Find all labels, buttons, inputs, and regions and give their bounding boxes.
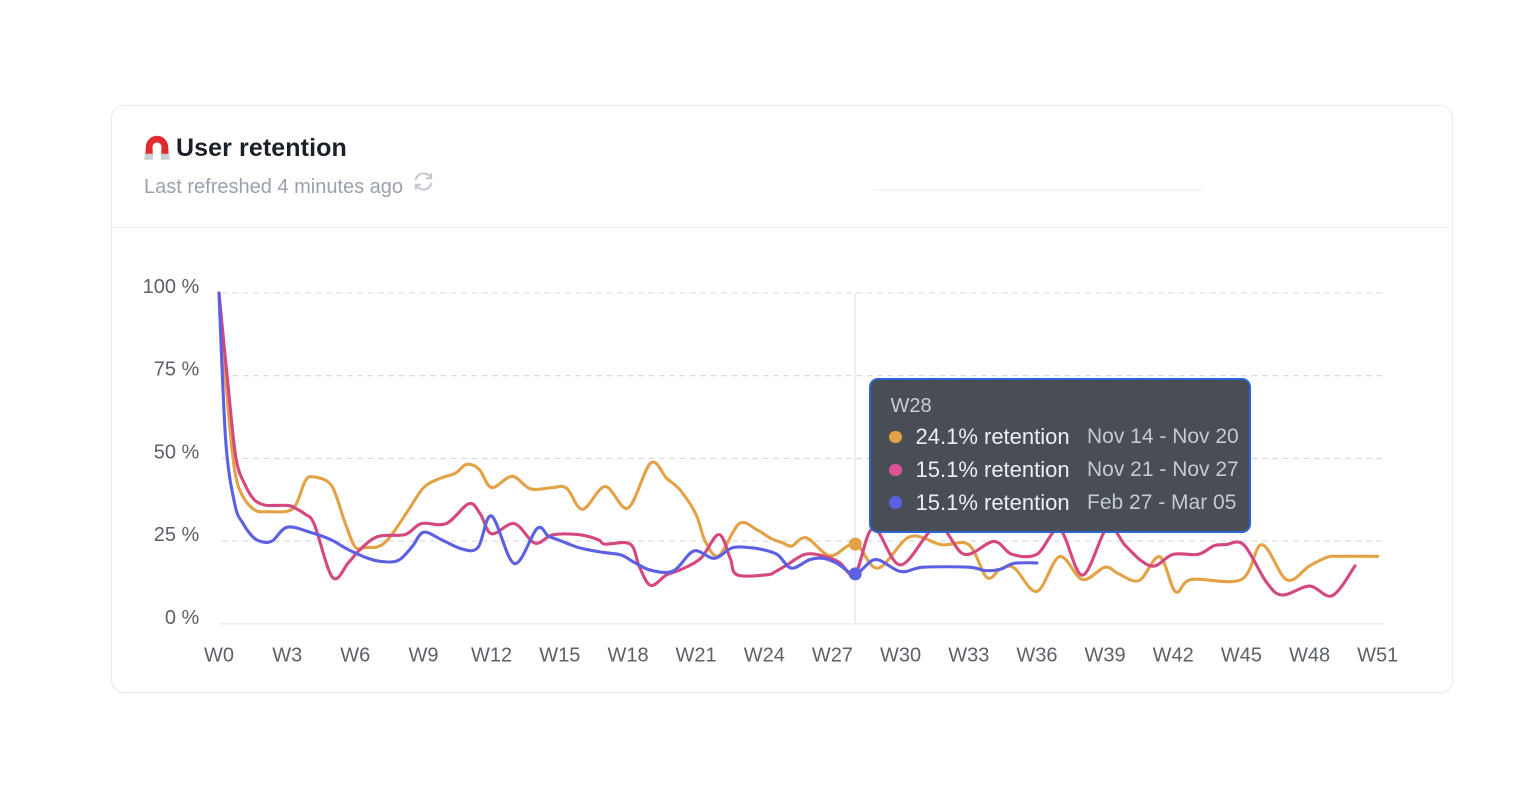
svg-text:W42: W42 [1153,645,1194,667]
svg-text:75 %: 75 % [154,359,200,381]
svg-text:W3: W3 [272,645,302,667]
svg-text:W0: W0 [204,645,234,667]
svg-text:W15: W15 [539,645,580,667]
svg-text:W36: W36 [1016,645,1057,667]
svg-text:W27: W27 [812,645,853,667]
svg-text:W9: W9 [409,645,439,667]
svg-text:W18: W18 [607,645,648,667]
svg-text:W39: W39 [1085,645,1126,667]
svg-text:W21: W21 [676,645,717,667]
svg-text:W45: W45 [1221,645,1262,667]
svg-text:25 %: 25 % [154,524,200,546]
svg-text:W48: W48 [1289,645,1330,667]
svg-text:W12: W12 [471,645,512,667]
svg-text:100 %: 100 % [143,276,200,298]
svg-text:W6: W6 [340,645,370,667]
svg-text:W30: W30 [880,645,921,667]
svg-text:0 %: 0 % [165,607,200,629]
svg-text:W51: W51 [1357,645,1398,667]
svg-text:W24: W24 [744,645,785,667]
svg-text:50 %: 50 % [154,441,200,463]
svg-text:W33: W33 [948,645,989,667]
